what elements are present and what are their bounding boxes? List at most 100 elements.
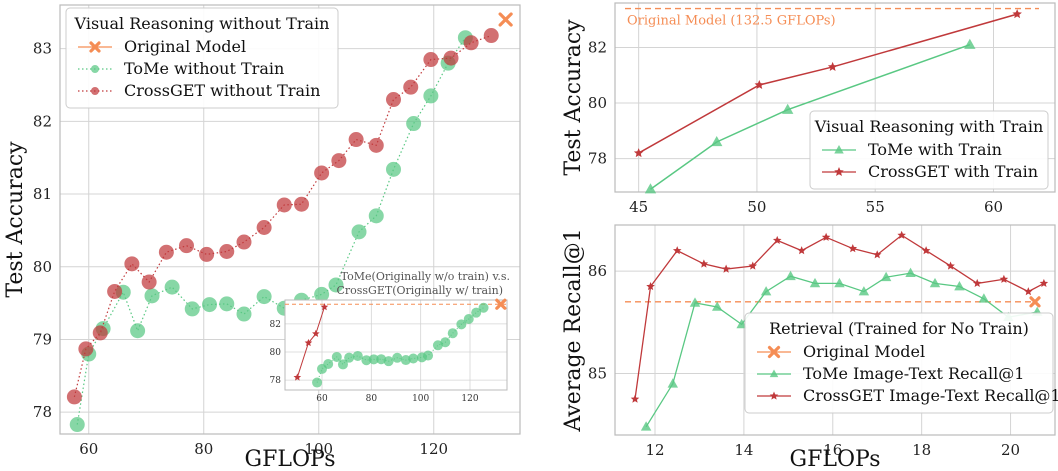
tome-point xyxy=(640,421,652,431)
y-tick-label: 80 xyxy=(588,94,607,112)
legend-marker xyxy=(767,345,781,359)
y-tick-label: 82 xyxy=(588,38,607,56)
inset-tome-point xyxy=(456,319,467,330)
x-tick-label: 55 xyxy=(866,198,885,216)
top-right-series xyxy=(625,7,1039,194)
tome-point xyxy=(667,378,679,388)
legend-entry: Original Model xyxy=(803,342,925,361)
left-legend: Visual Reasoning without Train Original M… xyxy=(65,7,339,109)
crossget-point xyxy=(946,261,955,270)
crossget-point xyxy=(78,341,94,357)
legend-marker xyxy=(769,391,779,400)
crossget-point xyxy=(256,219,272,235)
crossget-point xyxy=(633,148,644,158)
crossget-point xyxy=(754,79,765,90)
crossget-point xyxy=(314,165,330,181)
inset-tome-point xyxy=(323,358,334,369)
crossget-point xyxy=(331,153,347,169)
crossget-point xyxy=(646,281,655,291)
y-tick-label: 80 xyxy=(33,258,52,276)
crossget-point xyxy=(721,264,731,273)
crossget-point xyxy=(199,246,215,262)
bottom-right-chart: 12 14 16 18 20 85 86 GFLOPs Average Recall@1 R… xyxy=(561,224,1058,471)
tome-point xyxy=(689,297,701,307)
bottom-right-frame xyxy=(614,224,1056,436)
legend-marker xyxy=(834,167,844,177)
inset-crossget-point xyxy=(312,329,320,337)
x-tick-label: 45 xyxy=(629,198,648,216)
crossget-point xyxy=(443,50,459,66)
x-stroke xyxy=(495,298,507,310)
tome-point xyxy=(256,289,272,305)
inset-y-tick-label: 78 xyxy=(270,376,282,386)
tome-point xyxy=(219,296,235,312)
tome-point xyxy=(386,161,401,177)
top-right-tick-labels: 45 50 55 60 78 80 82 xyxy=(588,38,1003,216)
crossget-point xyxy=(672,246,682,255)
crossget-line xyxy=(634,234,1045,400)
tome-point xyxy=(785,270,796,281)
inset-tome-point xyxy=(392,352,403,363)
legend-entry: Original Model xyxy=(124,37,246,56)
inset-crossget-point xyxy=(304,338,313,347)
tome-point xyxy=(351,224,367,240)
legend-marker xyxy=(769,369,779,378)
x-tick-label: 18 xyxy=(912,441,931,459)
bottom-right-tick-labels: 12 14 16 18 20 85 86 xyxy=(588,262,1020,459)
crossget-point xyxy=(872,250,882,259)
x-tick-label: 14 xyxy=(734,441,753,459)
crossget-point xyxy=(294,196,309,212)
inset-tome-point xyxy=(447,328,458,339)
y-tick-label: 83 xyxy=(33,40,52,58)
inset-tome-point xyxy=(331,351,342,362)
legend-title: Retrieval (Trained for No Train) xyxy=(769,319,1029,338)
crossget-point xyxy=(630,394,640,403)
crossget-point xyxy=(772,235,782,245)
left-chart: 60 80 100 120 78 79 80 81 82 83 GFLOPs Test Accur… xyxy=(3,4,521,471)
bottom-right-x-axis-label: GFLOPs xyxy=(790,447,881,471)
crossget-point xyxy=(1039,278,1049,288)
legend-entry: CrossGET with Train xyxy=(868,162,1038,181)
inset-crossget-point xyxy=(320,303,329,311)
legend-box xyxy=(65,7,339,109)
inset-tome-point xyxy=(440,337,451,348)
left-frame xyxy=(59,4,521,435)
inset-y-tick-label: 82 xyxy=(270,320,281,330)
crossget-point xyxy=(66,389,82,405)
crossget-point xyxy=(423,52,439,68)
legend-marker xyxy=(91,65,99,73)
legend-title: Visual Reasoning with Train xyxy=(814,117,1044,136)
x-tick-label: 16 xyxy=(823,441,842,459)
y-tick-label: 81 xyxy=(33,185,52,203)
top-right-legend: Visual Reasoning with Train ToMe with Tra… xyxy=(809,110,1049,190)
x-tick-label: 12 xyxy=(645,441,664,459)
bottom-right-legend: Retrieval (Trained for No Train) Original… xyxy=(744,312,1058,414)
bottom-right-series xyxy=(625,230,1049,431)
tome-point xyxy=(905,267,916,277)
crossget-point xyxy=(368,137,384,153)
inset-tome-point xyxy=(408,353,419,364)
crossget-point xyxy=(219,243,235,259)
x-tick-label: 100 xyxy=(304,440,333,458)
legend-marker xyxy=(89,41,101,53)
inset-tome-point xyxy=(312,377,323,388)
inset-x-tick-label: 80 xyxy=(366,394,378,404)
crossget-point xyxy=(848,244,858,253)
legend-entry: ToMe with Train xyxy=(868,140,1002,159)
crossget-point xyxy=(921,246,931,255)
y-tick-label: 85 xyxy=(588,365,607,383)
inset-title-line1: ToMe(Originally w/o train) v.s. xyxy=(341,270,510,283)
tome-point xyxy=(929,277,941,288)
inset-y-tick-label: 80 xyxy=(270,348,282,358)
crossget-point xyxy=(276,197,292,213)
y-tick-label: 82 xyxy=(33,112,52,130)
crossget-point xyxy=(483,28,499,44)
crossget-point xyxy=(1024,287,1033,296)
y-tick-label: 78 xyxy=(588,150,607,168)
legend-box xyxy=(744,312,1054,414)
inset-tome-point xyxy=(344,352,355,363)
tome-point xyxy=(423,88,439,104)
left-tick-labels: 60 80 100 120 78 79 80 81 82 83 xyxy=(33,40,448,458)
crossget-point xyxy=(972,278,982,288)
